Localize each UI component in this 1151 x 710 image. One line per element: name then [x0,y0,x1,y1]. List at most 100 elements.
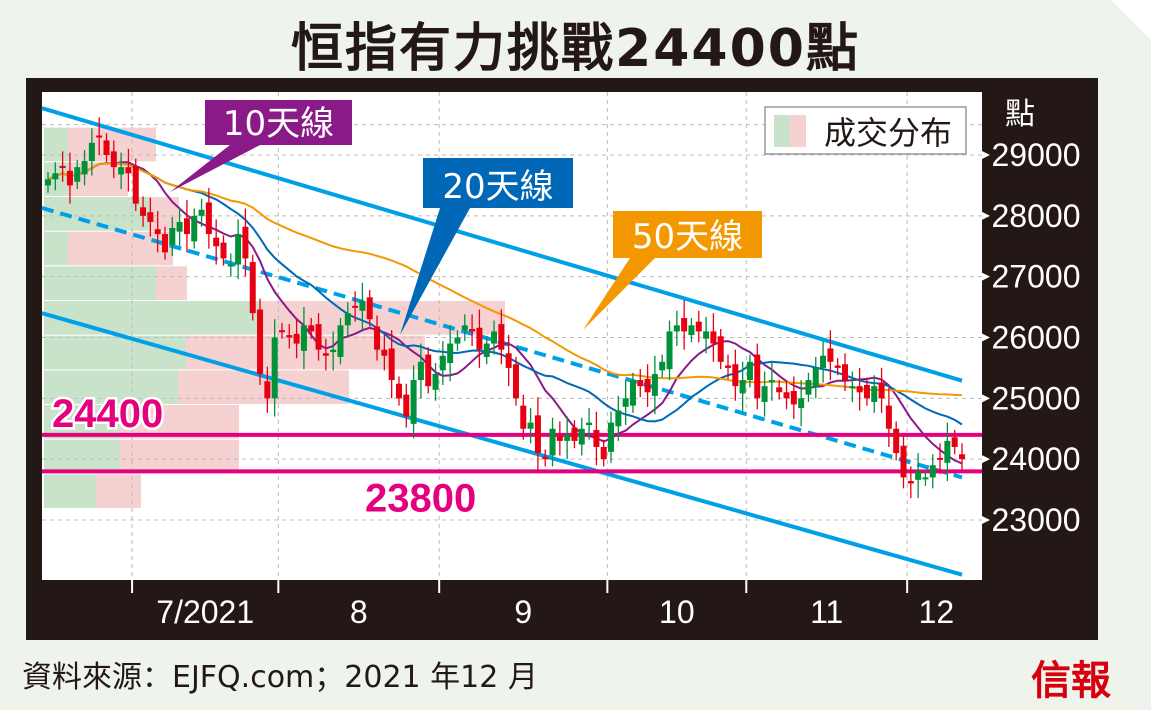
candle-body [944,440,951,463]
candle-body [461,325,468,331]
channel-lower-line [41,311,963,577]
candle-body [783,392,790,399]
y-tick-label: 23000 [992,502,1081,538]
candle-body [915,471,922,480]
candle-body [842,364,849,381]
candle-body [395,383,402,399]
y-tick-label: 27000 [992,259,1081,295]
legend-swatch-up [774,115,790,147]
candle-body [227,264,234,267]
candle-body [205,202,212,235]
callout-box [423,158,573,208]
candle-body [308,325,315,332]
candle-body [242,226,249,259]
y-tick-label: 28000 [992,198,1081,234]
candle-body [125,167,132,174]
candle-body [74,167,81,182]
y-tick [982,515,990,524]
candle-body [512,364,519,399]
candle-body [746,361,753,381]
candle-body [820,355,827,368]
x-tick-label: 12 [919,594,955,630]
candle-body [403,394,410,417]
volume-band-up [44,335,186,370]
candle-body [169,227,176,246]
callout-pointer [400,208,470,335]
candle-body [878,382,885,399]
candle-body [132,165,139,204]
candle-body [278,330,285,333]
callout-pointer [583,258,655,330]
candle-body [344,313,351,326]
candle-body [900,445,907,478]
candle-body [59,165,66,168]
candle-body [673,325,680,332]
candle-body [622,398,629,407]
candle-body [454,337,461,344]
candle-body [359,300,366,311]
candle-body [578,428,585,445]
candle-body [505,353,512,368]
candle-body [52,173,59,180]
volume-band-down [96,474,141,509]
y-axis-unit: 點 [1005,97,1035,132]
legend-label: 成交分布 [824,114,952,152]
candle-body [103,140,110,155]
candle-body [637,380,644,387]
candle-body [937,457,944,460]
callout-pointer [170,145,260,192]
candle-body [213,237,220,247]
candle-body [469,328,476,332]
candle-body [81,161,88,175]
candle-body [410,380,417,424]
candle-body [893,428,900,454]
candle-body [812,367,819,388]
candle-body [644,378,651,393]
candle-body [564,434,571,441]
candle-body [249,262,256,314]
candle-body [761,386,768,402]
candle-body [96,135,103,138]
candle-body [827,348,834,362]
candle-body [220,242,227,259]
y-tick [982,455,990,464]
candle-body [293,333,300,344]
candle-body [352,305,359,308]
x-tick-label: 8 [350,594,368,630]
candle-body [929,465,936,478]
candle-body [118,167,125,175]
candle-body [425,354,432,387]
candle-body [447,343,454,364]
candle-body [651,373,658,396]
candle-body [593,429,600,447]
candle-body [666,331,673,370]
source-note: 資料來源：EJFQ.com；2021 年12 月 [22,660,538,695]
x-tick-label: 10 [659,594,695,630]
candle-body [951,437,958,447]
y-tick-label: 26000 [992,319,1081,355]
volume-band-down [68,231,173,266]
x-tick-label: 7/2021 [156,594,254,630]
candle-body [586,422,593,426]
page-corner [1111,0,1151,40]
candle-body [790,391,797,405]
candle-body [337,325,344,357]
candle-body [863,384,870,399]
candle-body [871,386,878,402]
y-tick [982,151,990,159]
candle-body [805,380,812,395]
candle-body [681,318,688,332]
candle-body [922,477,929,480]
candle-body [140,207,147,216]
candle-body [154,229,161,235]
channel-upper-line [41,106,963,383]
candle-body [608,422,615,452]
candle-body [754,354,761,399]
volume-band-up [44,231,68,266]
moving-average-line [47,162,963,426]
publisher-logo: 信報 [1031,657,1111,704]
candle-body [629,380,636,406]
candle-body [257,309,264,374]
x-tick-label: 9 [514,594,532,630]
ma-callout-label: 50天線 [632,217,743,257]
